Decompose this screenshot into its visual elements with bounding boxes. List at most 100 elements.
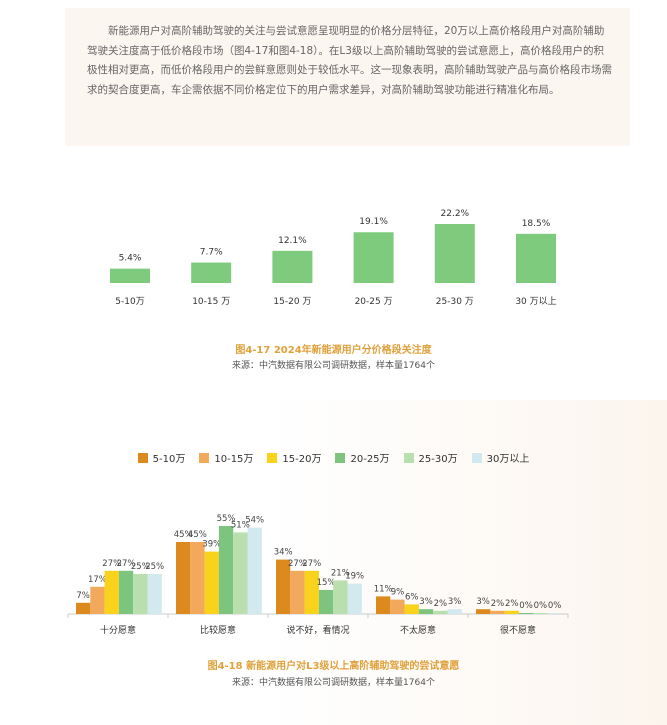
legend-item: 15-20万 [267,450,321,465]
data-label: 0% [519,601,533,611]
bar [404,604,419,614]
legend-swatch [335,452,346,463]
data-label: 5.4% [119,254,142,264]
legend-swatch [137,452,148,463]
legend-item: 10-15万 [199,450,253,465]
bar [433,610,448,614]
chart-price-attention: 5.4% 5-10万 7.7% 10-15 万 12.1% 15-20 万 19.1% 20-… [110,209,557,307]
data-label: 19% [345,572,364,582]
data-label: 17% [88,575,107,585]
bar [434,224,475,283]
data-label: 9% [391,588,405,598]
bar [333,580,348,614]
data-label: 51% [231,520,250,530]
bar [133,574,148,614]
bar [533,613,548,614]
data-label: 25% [131,562,150,572]
legend-swatch [199,452,210,463]
bar [233,532,248,614]
legend-item: 5-10万 [137,450,186,465]
x-tick-label: 5-10万 [115,297,144,307]
bar [318,590,334,614]
bar [476,609,491,614]
legend-swatch [471,452,482,463]
bar [272,250,313,283]
legend-label: 30万以上 [486,454,530,465]
data-label: 25% [145,562,164,572]
legend-item: 30万以上 [471,450,530,465]
data-label: 21% [331,568,350,578]
intro-box: 新能源用户对高阶辅助驾驶的关注与尝试意愿呈现明显的价格分层特征，20万以上高价格… [65,8,630,146]
data-label: 27% [117,559,136,569]
data-label: 22.2% [441,209,470,219]
data-label: 15% [317,578,336,588]
data-label: 45% [188,530,207,540]
bar [353,232,394,283]
bar [516,233,556,283]
data-label: 54% [245,516,264,526]
data-label: 6% [405,592,419,602]
data-label: 3% [419,597,433,607]
chart2-background [0,400,667,725]
x-tick-label: 说不好，看情况 [286,624,349,636]
bar [304,570,319,614]
bar [110,268,150,283]
x-tick-label: 很不愿意 [500,624,536,636]
bar [490,610,505,614]
x-tick-label: 比较愿意 [200,624,236,636]
bar [247,527,262,614]
data-label: 27% [288,559,307,569]
legend-swatch [403,452,414,463]
data-label: 34% [274,548,293,558]
bar [176,542,191,614]
bar [191,262,232,283]
bar [504,610,519,614]
bar [118,570,134,614]
bar [104,570,119,614]
chart2-source: 来源：中汽数据有限公司调研数据，样本量1764个 [232,678,435,688]
intro-paragraph: 新能源用户对高阶辅助驾驶的关注与尝试意愿呈现明显的价格分层特征，20万以上高价格… [87,25,612,96]
legend-label: 10-15万 [214,454,254,465]
legend-item: 25-30万 [403,450,458,465]
data-label: 11% [374,584,393,594]
data-label: 19.1% [359,217,388,227]
data-label: 3% [476,597,490,607]
x-tick-label: 10-15 万 [192,297,230,307]
data-label: 2% [505,599,519,609]
bar [390,599,405,614]
chart1-source: 来源：中汽数据有限公司调研数据，样本量1764个 [232,361,435,371]
x-tick-label: 15-20 万 [273,297,311,307]
data-label: 2% [491,599,505,609]
bar [518,613,534,614]
data-label: 45% [174,530,193,540]
bar [276,559,291,614]
data-label: 0% [534,601,548,611]
bar [418,609,434,614]
legend-item: 20-25万 [335,450,390,465]
data-label: 12.1% [278,236,307,246]
chart2-legend: 5-10万 10-15万 15-20万 20-25万 25-30万 30万以上 [0,450,667,465]
legend-label: 5-10万 [152,454,186,465]
x-tick-label: 不太愿意 [400,624,436,636]
data-label: 7.7% [200,248,223,258]
data-label: 3% [448,597,462,607]
data-label: 39% [202,540,221,550]
x-tick-label: 30 万以上 [515,296,556,307]
data-label: 55% [217,514,236,524]
bar [290,570,305,614]
chart1-title: 图4-17 2024年新能源用户分价格段关注度 [235,345,432,356]
bar [147,574,162,614]
legend-label: 25-30万 [418,454,458,465]
legend-swatch [267,452,278,463]
data-label: 7% [76,591,90,601]
bar [90,586,105,614]
bar [376,596,391,614]
x-tick-label: 20-25 万 [355,297,393,307]
bar [218,526,234,614]
data-label: 27% [302,559,321,569]
bar [547,613,562,614]
bar [347,583,362,614]
x-tick-label: 十分愿意 [100,624,136,636]
